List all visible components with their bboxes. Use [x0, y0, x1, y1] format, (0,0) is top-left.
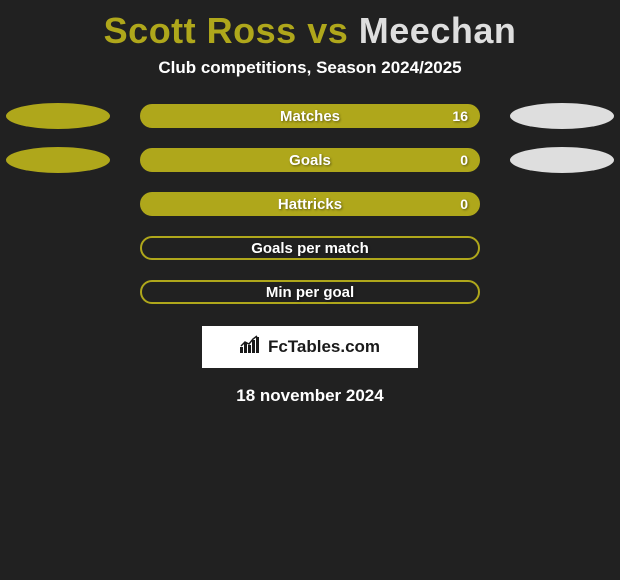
- stat-value-right: 16: [452, 106, 468, 126]
- stat-label: Matches: [142, 106, 478, 126]
- stat-label: Goals: [142, 150, 478, 170]
- stat-label: Min per goal: [142, 282, 478, 302]
- stat-bar: Hattricks0: [140, 192, 480, 216]
- subtitle: Club competitions, Season 2024/2025: [0, 58, 620, 104]
- comparison-infographic: Scott Ross vs Meechan Club competitions,…: [0, 0, 620, 406]
- stat-label: Goals per match: [142, 238, 478, 258]
- stat-row: Goals per match: [0, 236, 620, 260]
- brand-box[interactable]: FcTables.com: [202, 326, 418, 368]
- stat-bar: Goals per match: [140, 236, 480, 260]
- stat-row: Matches16: [0, 104, 620, 128]
- brand-text: FcTables.com: [268, 337, 380, 357]
- player2-name: Meechan: [359, 10, 517, 51]
- page-title: Scott Ross vs Meechan: [0, 0, 620, 58]
- stat-row: Hattricks0: [0, 192, 620, 216]
- stat-bar: Goals0: [140, 148, 480, 172]
- player1-marker: [6, 103, 110, 129]
- bar-chart-icon: [240, 335, 262, 360]
- player1-name: Scott Ross: [104, 10, 297, 51]
- player2-marker: [510, 103, 614, 129]
- stat-row: Goals0: [0, 148, 620, 172]
- stat-row: Min per goal: [0, 280, 620, 304]
- stats-rows: Matches16Goals0Hattricks0Goals per match…: [0, 104, 620, 304]
- stat-bar: Min per goal: [140, 280, 480, 304]
- vs-word: vs: [307, 10, 348, 51]
- footer-date: 18 november 2024: [0, 386, 620, 406]
- player2-marker: [510, 147, 614, 173]
- stat-value-right: 0: [460, 150, 468, 170]
- stat-bar: Matches16: [140, 104, 480, 128]
- stat-label: Hattricks: [142, 194, 478, 214]
- player1-marker: [6, 147, 110, 173]
- stat-value-right: 0: [460, 194, 468, 214]
